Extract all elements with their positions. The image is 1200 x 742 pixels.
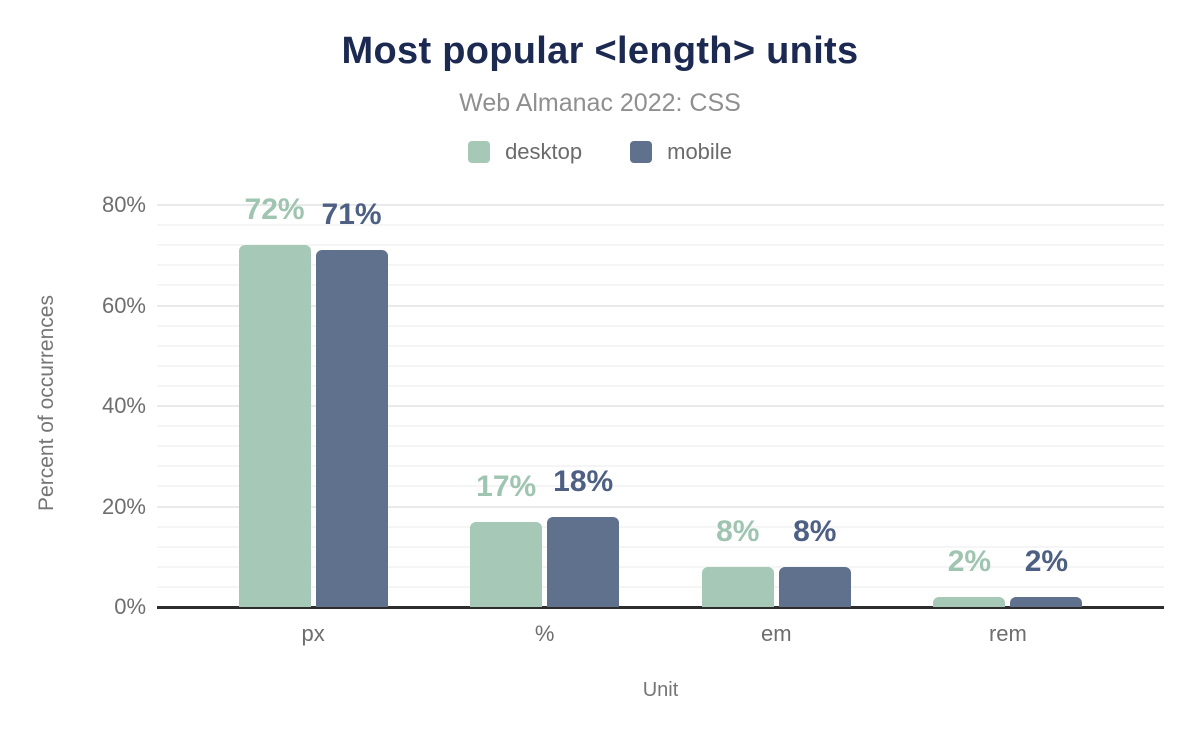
gridline-36: [157, 425, 1164, 428]
gridline-20: [157, 505, 1164, 508]
bar-group-em: 8% 8%: [701, 195, 851, 607]
gridline-72: [157, 244, 1164, 247]
y-tick-20: 20%: [101, 493, 146, 519]
gridline-56: [157, 324, 1164, 327]
legend-swatch-mobile-icon: [630, 141, 653, 163]
gridline-32: [157, 445, 1164, 448]
bar-group-%: 17% 18%: [470, 195, 620, 607]
bar-mobile-rem[interactable]: [1010, 596, 1083, 607]
y-tick-80: 80%: [101, 192, 146, 218]
y-tick-60: 60%: [101, 292, 146, 318]
bar-label-desktop-%: 17%: [476, 469, 537, 503]
gridline-76: [157, 224, 1164, 227]
bar-label-mobile-em: 8%: [793, 514, 837, 548]
gridline-80: [157, 204, 1164, 207]
bar-label-mobile-px: 71%: [321, 198, 382, 232]
chart-title: Most popular <length> units: [341, 30, 859, 72]
bar-desktop-%[interactable]: [470, 521, 543, 607]
x-category-%: %: [534, 621, 555, 646]
gridline-40: [157, 405, 1164, 408]
bar-group-px: 72% 71%: [238, 195, 388, 607]
bar-mobile-%[interactable]: [547, 516, 620, 607]
chart-subtitle: Web Almanac 2022: CSS: [459, 89, 741, 117]
gridline-28: [157, 465, 1164, 468]
plot-area: 72% 71% 17% 18% 8% 8% 2% 2%: [157, 195, 1164, 609]
legend-item-desktop[interactable]: desktop: [468, 139, 582, 165]
bar-desktop-px[interactable]: [238, 245, 311, 607]
gridline-64: [157, 284, 1164, 287]
gridline-8: [157, 565, 1164, 568]
x-category-em: em: [761, 621, 792, 646]
x-axis-title: Unit: [642, 679, 679, 701]
bar-label-desktop-em: 8%: [716, 514, 760, 548]
gridline-24: [157, 485, 1164, 488]
legend-swatch-desktop-icon: [468, 141, 491, 163]
gridline-16: [157, 525, 1164, 528]
bar-label-mobile-%: 18%: [553, 464, 614, 498]
legend-label-desktop: desktop: [505, 139, 583, 164]
gridline-48: [157, 364, 1164, 367]
x-category-px: px: [301, 621, 325, 646]
y-axis-ticks: 0% 20% 40% 60% 80%: [0, 192, 146, 619]
x-axis-categories: px% em rem: [157, 621, 1164, 651]
gridline-12: [157, 545, 1164, 548]
bar-mobile-px[interactable]: [315, 250, 388, 607]
bar-desktop-em[interactable]: [701, 566, 774, 607]
bar-label-desktop-px: 72%: [244, 193, 305, 227]
gridline-44: [157, 384, 1164, 387]
y-tick-0: 0%: [114, 594, 146, 619]
legend-item-mobile[interactable]: mobile: [630, 139, 732, 165]
bar-group-rem: 2% 2%: [933, 195, 1083, 607]
bar-label-desktop-rem: 2%: [947, 544, 992, 578]
bar-label-mobile-rem: 2%: [1024, 544, 1069, 578]
gridline-60: [157, 304, 1164, 307]
legend-label-mobile: mobile: [667, 139, 732, 164]
y-tick-40: 40%: [101, 393, 146, 419]
gridline-52: [157, 344, 1164, 347]
bar-mobile-em[interactable]: [778, 566, 851, 607]
gridline-68: [157, 264, 1164, 267]
legend: desktop mobile: [0, 139, 1200, 165]
x-axis-line: [157, 606, 1164, 609]
x-category-rem: rem: [988, 621, 1027, 646]
bar-desktop-rem[interactable]: [933, 596, 1006, 607]
gridline-4: [157, 585, 1164, 588]
